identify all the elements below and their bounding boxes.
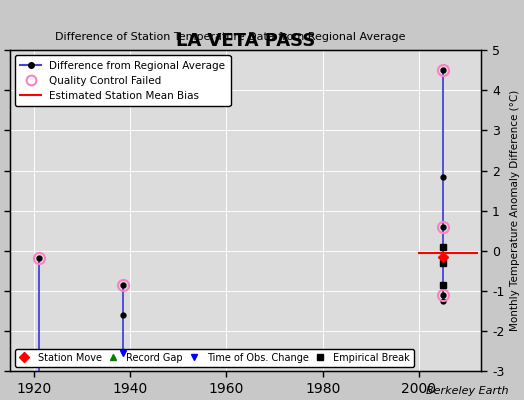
Legend: Station Move, Record Gap, Time of Obs. Change, Empirical Break: Station Move, Record Gap, Time of Obs. C… xyxy=(15,349,414,366)
Title: LA VETA PASS: LA VETA PASS xyxy=(176,32,315,50)
Text: Berkeley Earth: Berkeley Earth xyxy=(426,386,508,396)
Text: Difference of Station Temperature Data from Regional Average: Difference of Station Temperature Data f… xyxy=(56,32,406,42)
Y-axis label: Monthly Temperature Anomaly Difference (°C): Monthly Temperature Anomaly Difference (… xyxy=(510,90,520,332)
